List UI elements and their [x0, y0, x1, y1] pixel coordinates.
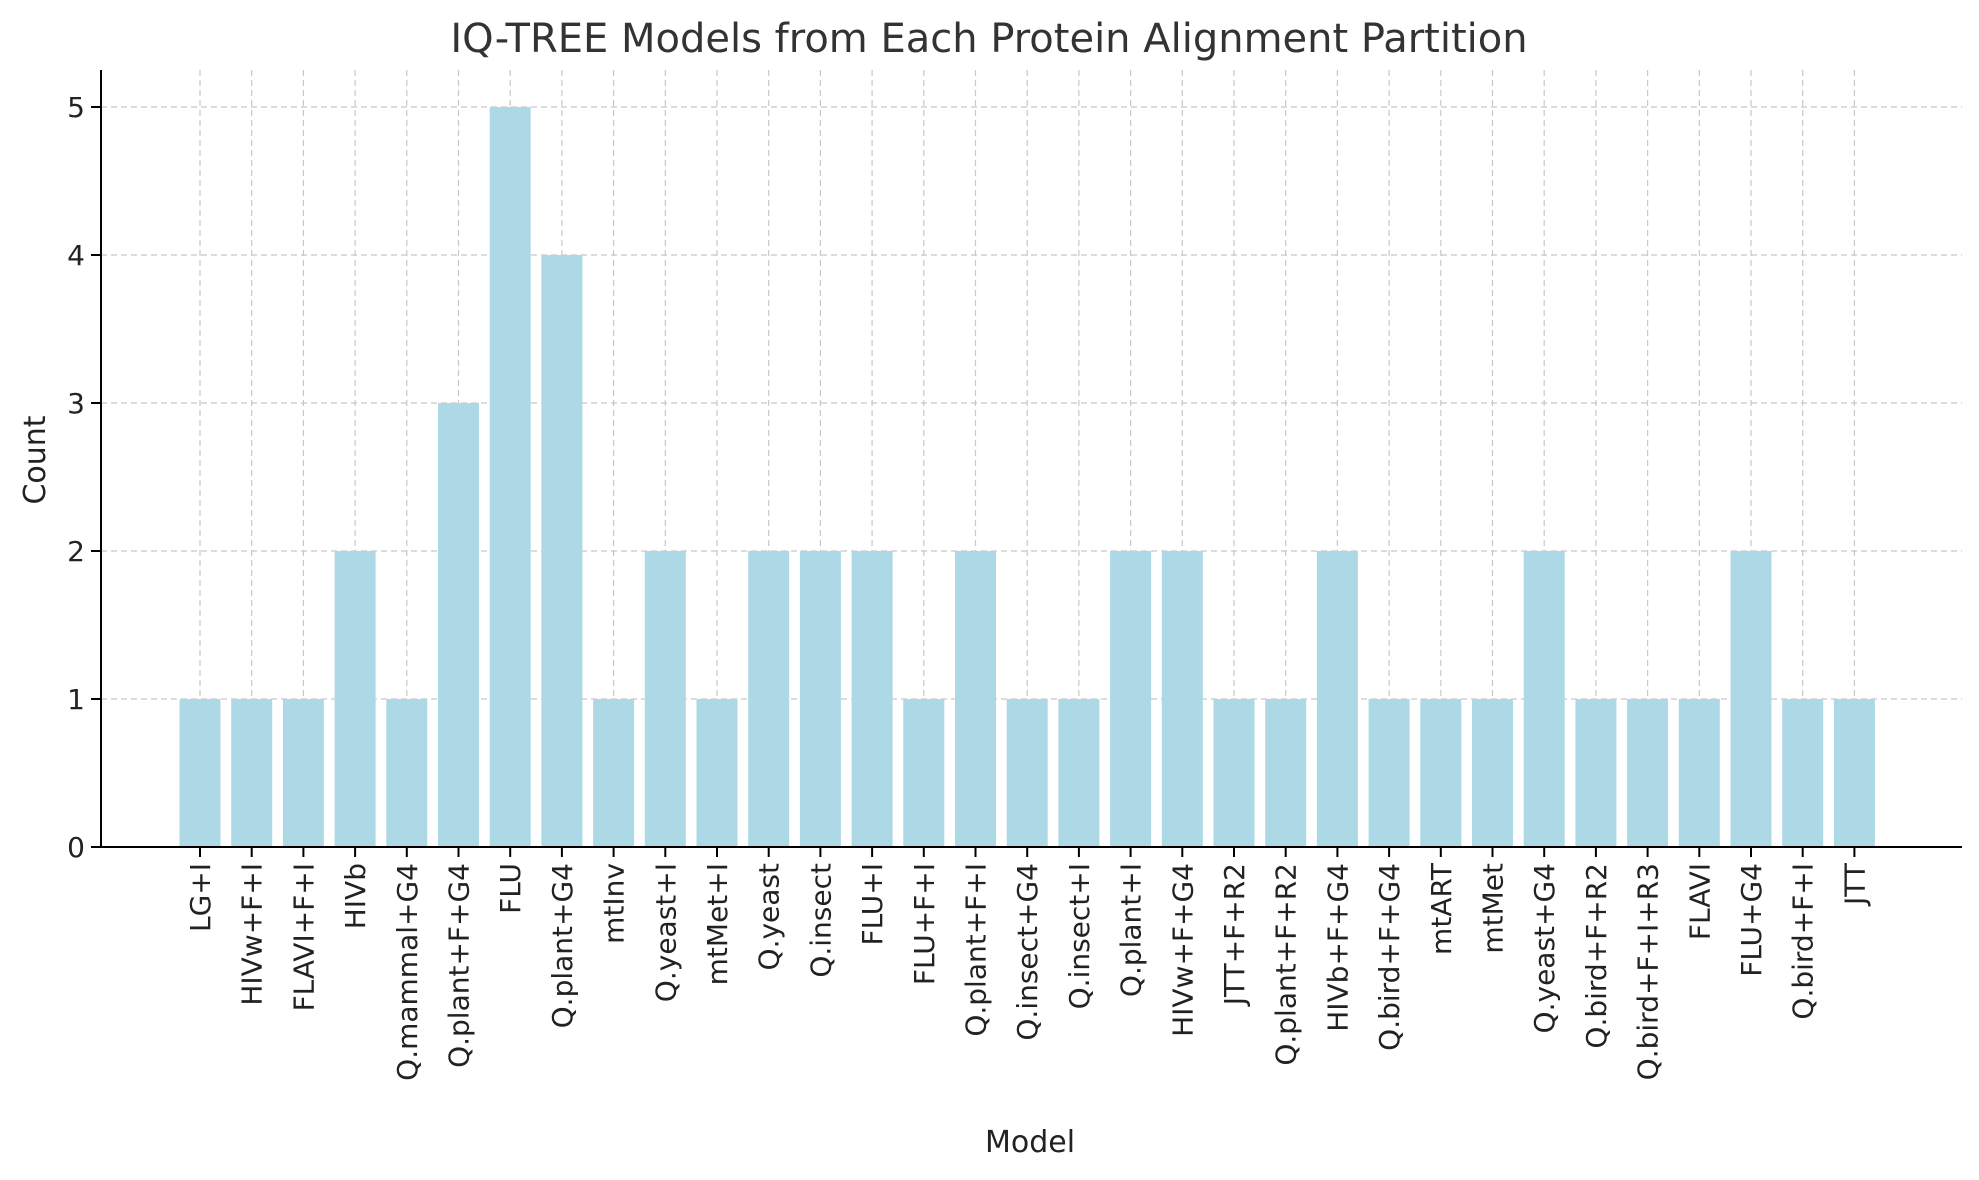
bar-22 — [1316, 551, 1358, 847]
bar-13 — [851, 551, 893, 847]
x-tick-label: FLU+G4 — [1735, 863, 1768, 977]
x-tick-label: mtInv — [598, 863, 631, 944]
bars — [179, 107, 1875, 847]
x-tick-label: LG+I — [184, 863, 217, 932]
x-tick-label: mtMet — [1477, 863, 1510, 954]
x-tick-label: Q.insect+G4 — [1011, 863, 1044, 1041]
x-tick-labels: LG+I HIVw+F+I FLAVI+F+I HIVb Q.mammal+G4 Q.pl… — [184, 862, 1871, 1081]
bar-5 — [438, 403, 479, 847]
bar-0 — [179, 699, 221, 847]
bar-7 — [541, 255, 583, 847]
x-tick-label: JTT — [1838, 862, 1871, 907]
bar-14 — [903, 699, 945, 847]
x-tick-label: Q.plant+F+G4 — [443, 863, 476, 1068]
x-tick-label: Q.plant+F+R2 — [1270, 863, 1303, 1066]
y-tick-label: 5 — [67, 91, 85, 124]
bar-31 — [1782, 699, 1824, 847]
x-tick-label: JTT+F+R2 — [1218, 863, 1251, 1007]
bar-19 — [1161, 551, 1203, 847]
x-tick-label: HIVb — [339, 863, 372, 929]
bar-2 — [282, 699, 324, 847]
x-tick-label: FLU+I — [856, 863, 889, 946]
bar-24 — [1420, 699, 1462, 847]
bar-26 — [1523, 551, 1565, 847]
bar-10 — [696, 699, 738, 847]
bar-20 — [1213, 699, 1255, 847]
x-axis-label: Model — [985, 1125, 1075, 1160]
x-tick-label: mtMet+I — [701, 863, 734, 985]
y-tick-label: 3 — [67, 387, 85, 420]
bar-25 — [1472, 699, 1513, 847]
axes — [91, 70, 1962, 857]
x-tick-label: Q.plant+G4 — [546, 863, 579, 1028]
bar-28 — [1627, 699, 1669, 847]
bar-4 — [386, 699, 428, 847]
y-tick-label: 4 — [67, 239, 85, 272]
x-tick-label: Q.insect — [804, 863, 837, 978]
chart-title: IQ-TREE Models from Each Protein Alignme… — [450, 16, 1527, 62]
x-tick-label: FLAVI — [1683, 863, 1716, 940]
x-tick-label: FLU+F+I — [908, 863, 941, 985]
x-tick-label: HIVw+F+G4 — [1166, 863, 1199, 1037]
bar-3 — [334, 551, 376, 847]
bar-11 — [748, 551, 790, 847]
x-tick-label: Q.yeast — [753, 863, 786, 970]
bar-9 — [644, 551, 686, 847]
x-tick-label: Q.yeast+I — [649, 863, 682, 1002]
x-tick-label: Q.bird+F+I — [1787, 863, 1820, 1020]
bar-29 — [1678, 699, 1720, 847]
x-tick-label: mtART — [1425, 862, 1458, 955]
x-tick-label: FLU — [494, 863, 527, 914]
x-tick-label: Q.bird+F+G4 — [1373, 863, 1406, 1051]
bar-12 — [799, 551, 841, 847]
x-tick-label: Q.plant+F+I — [960, 863, 993, 1037]
y-tick-label: 1 — [67, 683, 85, 716]
x-tick-label: Q.yeast+G4 — [1528, 863, 1561, 1033]
x-tick-label: Q.insect+I — [1063, 863, 1096, 1009]
y-tick-labels: 0 1 2 3 4 5 — [67, 91, 85, 864]
bar-8 — [593, 699, 635, 847]
y-tick-label: 2 — [67, 535, 85, 568]
bar-32 — [1833, 699, 1875, 847]
x-tick-label: HIVb+F+G4 — [1321, 863, 1354, 1032]
bar-27 — [1575, 699, 1617, 847]
bar-23 — [1368, 699, 1410, 847]
x-tick-label: Q.bird+F+I+R3 — [1632, 863, 1665, 1080]
x-tick-label: Q.bird+F+R2 — [1580, 863, 1613, 1049]
y-tick-label: 0 — [67, 831, 85, 864]
y-axis-label: Count — [18, 415, 53, 504]
bar-16 — [1006, 699, 1048, 847]
x-tick-label: Q.mammal+G4 — [391, 863, 424, 1081]
bar-15 — [955, 551, 996, 847]
bar-21 — [1265, 699, 1307, 847]
x-tick-label: Q.plant+I — [1115, 863, 1148, 997]
bar-18 — [1110, 551, 1152, 847]
x-tick-label: FLAVI+F+I — [287, 863, 320, 1011]
bar-1 — [231, 699, 273, 847]
bar-30 — [1730, 551, 1772, 847]
bar-17 — [1058, 699, 1100, 847]
x-tick-label: HIVw+F+I — [236, 863, 269, 1006]
bar-6 — [489, 107, 531, 847]
